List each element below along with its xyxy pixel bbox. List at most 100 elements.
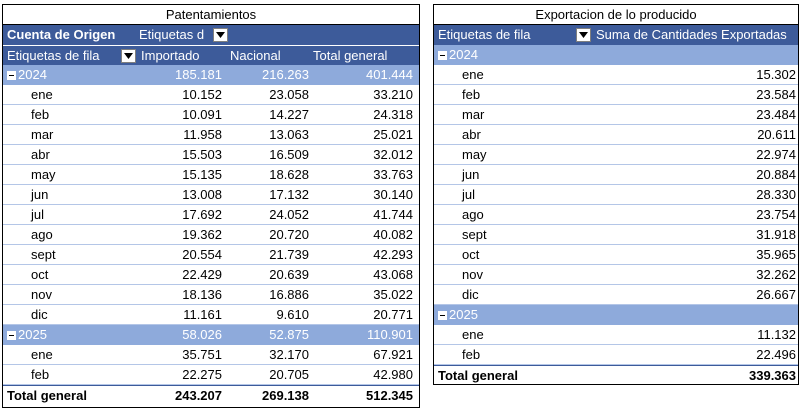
row-label: oct [462, 247, 480, 262]
row-filter-dropdown[interactable] [121, 49, 136, 63]
row-value: 15.302 [756, 67, 796, 82]
collapse-minus-icon[interactable] [7, 71, 16, 80]
table-row: jul 28.330 [434, 185, 798, 205]
table-row: jul 17.692 24.052 41.744 [3, 205, 419, 225]
table-row: may 22.974 [434, 145, 798, 165]
pivot-body: 2024 185.181 216.263 401.444 ene 10.152 23.058… [3, 65, 419, 385]
row-value: 24.052 [269, 207, 309, 222]
row-value: 35.965 [756, 247, 796, 262]
table-row: ene 11.132 [434, 325, 798, 345]
row-value: 33.210 [373, 87, 413, 102]
table-row: mar 23.484 [434, 105, 798, 125]
dropdown-arrow-icon [216, 32, 225, 38]
row-value: 10.152 [182, 87, 222, 102]
row-label: feb [31, 367, 50, 382]
row-label: jun [31, 187, 49, 202]
row-value: 20.639 [269, 267, 309, 282]
collapse-minus-icon[interactable] [438, 311, 447, 320]
row-value: 13.008 [182, 187, 222, 202]
collapse-minus-icon[interactable] [438, 51, 447, 60]
columns-header-row: Etiquetas de fila Importado Nacional Tot… [3, 45, 419, 65]
row-value: 22.429 [182, 267, 222, 282]
row-value: 28.330 [756, 187, 796, 202]
table-title: Patentamientos [3, 5, 419, 25]
row-label: nov [31, 287, 52, 302]
row-value: 23.058 [269, 87, 309, 102]
row-value: 42.980 [373, 367, 413, 382]
group-subtotal: 58.026 [182, 327, 222, 342]
value-field-header[interactable]: Suma de Cantidades Exportadas [596, 27, 787, 42]
table-row: ene 10.152 23.058 33.210 [3, 85, 419, 105]
row-filter-dropdown[interactable] [576, 28, 591, 42]
row-value: 11.958 [183, 127, 222, 142]
row-label: nov [462, 267, 483, 282]
row-value: 20.771 [373, 307, 413, 322]
row-label: ago [462, 207, 484, 222]
group-subtotal: 216.263 [262, 67, 309, 82]
row-value: 32.170 [269, 347, 309, 362]
row-label: sept [31, 247, 56, 262]
row-value: 31.918 [756, 227, 796, 242]
row-value: 20.611 [757, 127, 796, 142]
group-year: 2025 [18, 327, 47, 342]
pivot-table-patentamientos: Patentamientos Cuenta de Origen Etiqueta… [2, 4, 420, 408]
row-label: jun [462, 167, 480, 182]
group-subtotal: 401.444 [366, 67, 413, 82]
row-value: 22.974 [756, 147, 796, 162]
row-value: 30.140 [373, 187, 413, 202]
group-subtotal: 52.875 [269, 327, 309, 342]
group-label: 2025 [7, 325, 47, 345]
table-row: feb 22.496 [434, 345, 798, 365]
row-value: 10.091 [182, 107, 222, 122]
dropdown-arrow-icon [124, 53, 133, 59]
dropdown-arrow-icon [579, 32, 588, 38]
row-value: 15.503 [182, 147, 222, 162]
table-row: dic 11.161 9.610 20.771 [3, 305, 419, 325]
pivot-body: 2024 ene 15.302 feb 23.584 mar 23.484 abr 20.611… [434, 45, 798, 365]
table-row: sept 31.918 [434, 225, 798, 245]
table-row: dic 26.667 [434, 285, 798, 305]
table-row: oct 35.965 [434, 245, 798, 265]
table-row: oct 22.429 20.639 43.068 [3, 265, 419, 285]
row-label: mar [462, 107, 485, 122]
row-value: 35.022 [373, 287, 413, 302]
row-label: jul [31, 207, 45, 222]
row-value: 11.132 [757, 327, 796, 342]
collapse-minus-icon[interactable] [7, 331, 16, 340]
row-value: 18.136 [182, 287, 222, 302]
grand-total-nacional: 269.138 [262, 388, 309, 403]
row-value: 18.628 [269, 167, 309, 182]
group-row-2025: 2025 58.026 52.875 110.901 [3, 325, 419, 345]
column-filter-dropdown[interactable] [213, 28, 228, 42]
row-label: jul [462, 187, 476, 202]
table-row: mar 11.958 13.063 25.021 [3, 125, 419, 145]
row-value: 43.068 [373, 267, 413, 282]
row-label: dic [31, 307, 48, 322]
row-label: may [462, 147, 487, 162]
table-row: abr 15.503 16.509 32.012 [3, 145, 419, 165]
pivot-header-row: Cuenta de Origen Etiquetas d [3, 25, 419, 45]
table-row: ago 19.362 20.720 40.082 [3, 225, 419, 245]
table-title-text: Exportacion de lo producido [535, 7, 697, 22]
table-row: may 15.135 18.628 33.763 [3, 165, 419, 185]
row-label: feb [462, 347, 481, 362]
row-value: 32.262 [756, 267, 796, 282]
row-value: 25.021 [373, 127, 413, 142]
row-value: 32.012 [373, 147, 413, 162]
group-row-2024: 2024 185.181 216.263 401.444 [3, 65, 419, 85]
grand-total-label: Total general [7, 388, 87, 403]
row-labels-header[interactable]: Etiquetas de fila [438, 27, 531, 42]
grand-total-total: 512.345 [366, 388, 413, 403]
group-row-2024: 2024 [434, 45, 798, 65]
row-value: 23.484 [756, 107, 796, 122]
grand-total-label: Total general [438, 368, 518, 383]
group-year: 2024 [449, 47, 478, 62]
table-row: jun 13.008 17.132 30.140 [3, 185, 419, 205]
row-value: 14.227 [269, 107, 309, 122]
row-labels-header[interactable]: Etiquetas de fila [7, 48, 100, 63]
row-label: ene [31, 347, 53, 362]
grand-total-row: Total general 339.363 [434, 365, 798, 385]
group-row-2025: 2025 [434, 305, 798, 325]
column-labels-header[interactable]: Etiquetas d [139, 27, 205, 42]
pivot-value-field[interactable]: Cuenta de Origen [7, 27, 116, 42]
